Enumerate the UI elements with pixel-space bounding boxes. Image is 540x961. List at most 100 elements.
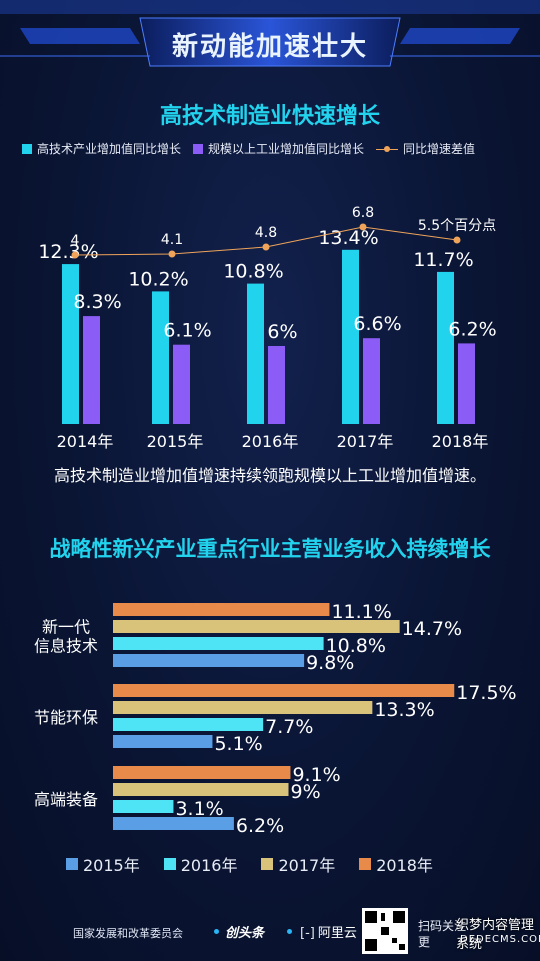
data-label: 17.5% [456, 682, 516, 704]
diff-point [168, 250, 176, 258]
watermark-url: DEDECMS.COM [460, 934, 540, 945]
data-label: 8.3% [73, 291, 121, 313]
y-category-label: 高端装备 [34, 790, 98, 809]
chart2-legend: 2015年 2016年 2017年 2018年 [66, 852, 457, 876]
chart2-title: 战略性新兴产业重点行业主营业务收入持续增长 [49, 537, 491, 561]
legend-swatch-2018 [359, 858, 372, 870]
watermark-text: 织梦内容管理系统 [456, 918, 535, 952]
data-label: 3.1% [175, 798, 223, 820]
banner-title: 新动能加速壮大 [171, 32, 368, 62]
diff-point [359, 223, 367, 231]
diff-label: 4.8 [255, 225, 277, 241]
diff-point [71, 251, 79, 259]
bar-hightech [152, 291, 169, 424]
footer-org: 国家发展和改革委员会 [73, 927, 183, 940]
data-label: 9.8% [306, 652, 354, 674]
diff-label: 6.8 [352, 205, 374, 221]
diff-label: 5.5个百分点 [418, 218, 496, 234]
legend-label: 2015年 [83, 856, 140, 875]
scan-hint-line2: 更 [418, 935, 431, 949]
legend-label: 2018年 [376, 856, 433, 875]
data-label: 10.8% [223, 261, 283, 283]
x-tick-label: 2015年 [147, 432, 204, 451]
y-category-label: 信息技术 [34, 637, 98, 656]
hbar [113, 766, 291, 779]
bar-industry [458, 343, 475, 424]
legend-label: 2017年 [278, 856, 336, 875]
legend-swatch-2016 [163, 858, 176, 870]
data-label: 13.4% [318, 227, 378, 249]
bar-industry [83, 316, 100, 424]
legend-item-industry: 规模以上工业增加值同比增长 [193, 140, 364, 157]
legend-label: 高技术产业增加值同比增长 [37, 142, 182, 156]
qr-code[interactable] [362, 908, 408, 954]
hbar [113, 603, 330, 616]
scan-hint-line1: 扫码关注 [418, 919, 467, 933]
bar-industry [363, 338, 380, 424]
diff-point [262, 243, 270, 251]
diff-point [453, 236, 461, 244]
x-tick-label: 2017年 [337, 432, 394, 451]
footer-logo-chuangtoutiao[interactable]: 创头条 [225, 926, 265, 941]
chart1-legend: 高技术产业增加值同比增长 规模以上工业增加值同比增长 同比增速差值 [22, 140, 487, 157]
legend-label: 规模以上工业增加值同比增长 [208, 142, 365, 156]
data-label: 9% [291, 781, 321, 803]
data-label: 12.3% [38, 241, 98, 263]
data-label: 11.1% [331, 601, 391, 623]
hbar [113, 684, 455, 697]
data-label: 9.1% [292, 764, 340, 786]
hbar [113, 783, 289, 796]
aliyun-label: 阿里云 [317, 926, 357, 941]
data-label: 7.7% [265, 716, 313, 738]
data-label: 5.1% [214, 733, 262, 755]
legend-label: 2016年 [180, 856, 238, 875]
bar-hightech [437, 271, 454, 424]
legend-swatch-purple [193, 143, 204, 154]
legend-label: 同比增速差值 [403, 142, 476, 156]
legend-item-2015: 2015年 [66, 852, 140, 876]
bar-hightech [247, 283, 264, 424]
footer-logo-aliyun[interactable]: [-] 阿里云 [300, 922, 357, 941]
legend-item-diff: 同比增速差值 [376, 140, 475, 157]
hbar [113, 654, 305, 667]
legend-swatch-cyan [22, 143, 32, 154]
chart1-caption: 高技术制造业增加值增速持续领跑规模以上工业增加值增速。 [53, 466, 486, 485]
aliyun-logo-icon: [-] [300, 926, 315, 941]
data-label: 11.7% [413, 249, 473, 271]
chart1-title: 高技术制造业快速增长 [159, 104, 380, 129]
scan-hint: 扫码关注 更 [418, 918, 466, 950]
bar-hightech [342, 249, 359, 424]
legend-swatch-2017 [261, 858, 274, 870]
y-category-label: 节能环保 [34, 708, 98, 727]
x-tick-label: 2014年 [57, 432, 114, 451]
banner-decoration [0, 0, 540, 67]
diff-label: 4 [71, 233, 80, 249]
separator-dot [214, 929, 219, 934]
diff-label: 4.1 [161, 232, 183, 248]
data-label: 13.3% [374, 699, 434, 721]
legend-item-2017: 2017年 [261, 852, 335, 876]
legend-swatch-2015 [66, 858, 78, 870]
hbar [113, 637, 324, 650]
legend-item-hightech: 高技术产业增加值同比增长 [22, 140, 181, 157]
hbar [113, 800, 174, 813]
x-tick-label: 2016年 [242, 432, 299, 451]
legend-item-2016: 2016年 [163, 852, 238, 876]
y-category-label: 新一代 [42, 618, 90, 637]
hbar [113, 735, 213, 748]
data-label: 6% [267, 321, 297, 343]
hbar [113, 817, 234, 830]
x-tick-label: 2018年 [432, 432, 489, 451]
hbar [113, 620, 400, 633]
data-label: 14.7% [402, 618, 462, 640]
title-banner: 新动能加速壮大 [0, 0, 540, 68]
bar-industry [173, 344, 190, 424]
data-label: 6.2% [448, 318, 496, 340]
data-label: 6.2% [236, 815, 284, 837]
separator-dot [287, 929, 292, 934]
chart1-plot: 12.3% 8.3% 2014年 10.2% 6.1% 2015年 10.8% 6% 2016年… [38, 205, 496, 451]
data-label: 6.6% [353, 313, 401, 335]
data-label: 6.1% [163, 320, 211, 342]
data-label: 10.2% [128, 268, 188, 290]
legend-swatch-line [376, 144, 399, 154]
